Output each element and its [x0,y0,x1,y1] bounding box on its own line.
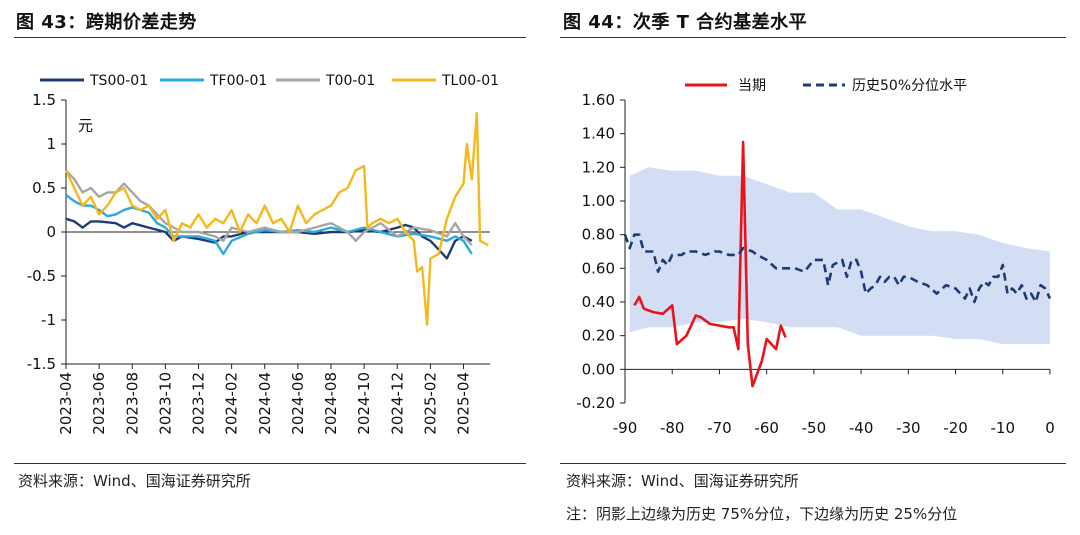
right-series-line-current [633,140,787,388]
right-x-tick-label: 0 [1045,419,1055,437]
right-x-tick-label: -90 [613,419,638,437]
left-source-text: 资料来源：Wind、国海证券研究所 [18,472,251,490]
left-figure-title: 图 43：跨期价差走势 [16,12,197,33]
left-x-tick-label: 2023-10 [156,372,174,435]
right-x-tick-label: -30 [896,419,921,437]
right-y-tick-label: 0.00 [582,360,615,378]
left-x-tick-label: 2023-04 [57,372,75,435]
left-x-tick-label: 2023-08 [123,372,141,435]
left-x-tick-label: 2023-12 [190,372,208,435]
left-chart: 1.5 1 0.5 0 -0.5 -1 -1.5 元 2023-04 2023-06 2023-08… [27,73,499,435]
left-source-divider [14,463,526,464]
right-legend-label-current: 当期 [738,78,766,94]
left-x-tick-label: 2024-10 [355,372,373,435]
left-y-tick-label: -0.5 [27,267,56,285]
left-series-line-tl00-01 [64,111,489,326]
left-legend-label: TL00-01 [441,73,499,89]
left-y-unit-label: 元 [78,116,93,134]
left-x-tick-label: 2024-06 [289,372,307,435]
right-source-text: 资料来源：Wind、国海证券研究所 [566,472,799,490]
right-x-tick-label: -20 [943,419,968,437]
right-y-tick-label: 1.00 [582,192,615,210]
right-legend-label-median: 历史50%分位水平 [852,78,967,94]
right-y-tick-label: 1.20 [582,158,615,176]
right-series-line-median [623,233,1052,304]
right-x-tick-label: -60 [754,419,779,437]
right-note-text: 注：阴影上边缘为历史 75%分位，下边缘为历史 25%分位 [566,505,958,523]
right-y-tick-label: 1.60 [582,91,615,109]
left-y-tick-label: 0 [46,223,56,241]
left-x-tick-label: 2024-04 [256,372,274,435]
right-y-tick-label: 1.40 [582,125,615,143]
left-series-line-ts00-01 [65,217,473,260]
right-x-tick-label: -70 [707,419,732,437]
left-title-divider [14,37,526,38]
left-x-tick-label: 2023-06 [90,372,108,435]
left-y-tick-label: -1.5 [27,355,56,373]
left-y-tick-label: 1.5 [32,91,56,109]
right-y-tick-label: 0.20 [582,327,615,345]
right-x-tick-label: -40 [849,419,874,437]
right-y-tick-label: -0.20 [576,394,615,412]
left-y-tick-label: 0.5 [32,179,56,197]
left-x-tick-label: 2024-02 [223,372,241,435]
left-y-tick-label: 1 [46,135,56,153]
right-y-tick-label: 0.80 [582,226,615,244]
left-legend-label: TS00-01 [89,73,148,89]
right-percentile-band [629,167,1050,345]
right-x-tick-label: -10 [991,419,1016,437]
right-y-tick-label: 0.40 [582,293,615,311]
right-x-tick-label: -80 [660,419,685,437]
right-title-divider [560,37,1066,38]
right-x-tick-label: -50 [802,419,827,437]
right-y-tick-label: 0.60 [582,259,615,277]
left-x-tick-label: 2024-08 [322,372,340,435]
right-figure-title: 图 44：次季 T 合约基差水平 [563,12,808,33]
left-x-tick-label: 2025-02 [421,372,439,435]
right-source-divider [560,463,1066,464]
left-x-tick-label: 2025-04 [455,372,473,435]
left-y-tick-label: -1 [41,311,56,329]
left-series-line-tf00-01 [65,194,473,256]
left-legend-label: TF00-01 [209,73,267,89]
left-legend-label: T00-01 [325,73,375,89]
left-x-tick-label: 2024-12 [388,372,406,435]
